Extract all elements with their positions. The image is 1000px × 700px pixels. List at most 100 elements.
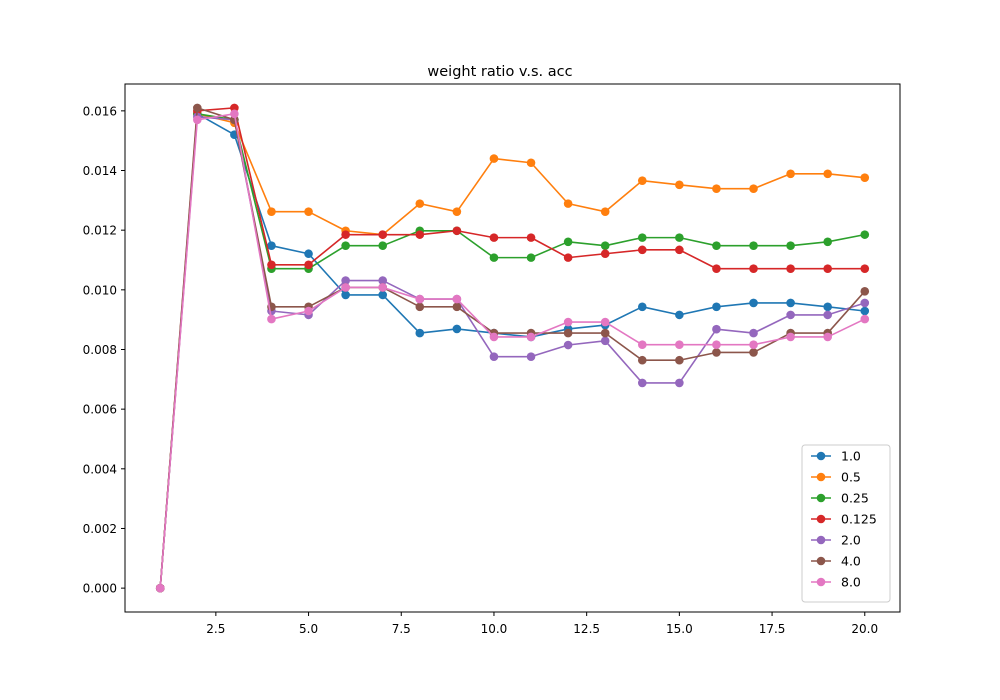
x-tick-label: 7.5 [392, 622, 411, 636]
data-point [193, 103, 202, 113]
legend-marker [816, 556, 826, 566]
data-point [415, 230, 425, 239]
data-point [675, 245, 684, 255]
data-point [415, 328, 425, 338]
series-0.125 [155, 103, 870, 593]
series-0.5 [155, 109, 870, 593]
data-point [489, 253, 499, 262]
series-1.0 [155, 109, 870, 593]
data-point [563, 199, 573, 208]
data-point [786, 264, 795, 273]
plot-frame [124, 83, 901, 613]
data-point [675, 310, 684, 320]
data-point [267, 260, 276, 270]
data-point [341, 290, 350, 300]
x-tick-label: 10.0 [481, 622, 508, 636]
data-point [267, 207, 276, 216]
data-point [860, 298, 870, 308]
data-point [155, 583, 165, 593]
data-point [712, 241, 721, 250]
data-point [304, 207, 313, 216]
data-point [712, 264, 721, 273]
data-point [526, 233, 536, 242]
data-point [304, 249, 313, 259]
data-point [749, 340, 758, 350]
data-point [563, 328, 573, 338]
data-point [675, 378, 684, 388]
data-point [823, 332, 832, 342]
data-point [712, 324, 721, 334]
data-point [860, 314, 870, 324]
data-point [823, 310, 832, 320]
data-point [786, 298, 795, 308]
legend-label: 1.0 [841, 449, 861, 464]
data-point [675, 180, 684, 190]
legend-marker [816, 472, 826, 482]
data-point [823, 237, 832, 247]
data-point [786, 169, 795, 179]
data-point [526, 158, 536, 168]
data-point [675, 233, 684, 242]
data-point [860, 306, 870, 316]
data-point [712, 302, 721, 312]
data-point [749, 298, 758, 308]
y-tick-label: 0.008 [83, 343, 117, 357]
legend-marker [816, 514, 826, 524]
data-point [378, 276, 388, 285]
data-point [749, 348, 758, 357]
y-tick-label: 0.016 [83, 104, 117, 118]
x-tick-label: 2.5 [206, 622, 225, 636]
legend-item: 2.0 [811, 533, 861, 548]
data-point [193, 115, 202, 125]
y-tick-label: 0.002 [83, 522, 117, 536]
data-point [749, 328, 758, 338]
y-tick-label: 0.000 [83, 582, 117, 596]
data-point [304, 306, 313, 316]
x-tick-label: 5.0 [299, 622, 318, 636]
series-line [159, 116, 866, 589]
data-point [526, 253, 536, 262]
chart-title: weight ratio v.s. acc [427, 64, 572, 80]
series-line [159, 113, 865, 589]
data-point [489, 154, 499, 163]
data-point [563, 237, 573, 247]
data-point [749, 264, 758, 273]
data-point [563, 340, 573, 350]
legend-marker [816, 493, 826, 503]
data-point [304, 260, 313, 270]
data-point [415, 199, 425, 208]
y-tick-label: 0.014 [83, 164, 117, 178]
data-point [860, 230, 870, 239]
x-tick-label: 15.0 [666, 622, 693, 636]
data-point [230, 109, 239, 119]
data-point [675, 355, 684, 365]
y-tick-label: 0.006 [83, 403, 117, 417]
legend-label: 0.5 [841, 470, 861, 485]
data-point [637, 378, 647, 388]
data-point [341, 276, 350, 285]
data-point [526, 332, 536, 342]
series-line [159, 113, 866, 589]
legend-label: 8.0 [841, 575, 861, 590]
data-point [415, 302, 425, 312]
data-point [637, 176, 647, 185]
data-point [452, 226, 462, 236]
data-point [712, 348, 721, 357]
series-line [159, 113, 865, 589]
y-tick-label: 0.004 [83, 462, 117, 476]
data-point [489, 233, 499, 242]
legend-marker [816, 535, 826, 545]
data-point [267, 241, 276, 250]
legend-label: 2.0 [841, 533, 861, 548]
data-point [786, 241, 795, 250]
data-point [341, 283, 350, 292]
y-tick-label: 0.012 [83, 224, 117, 238]
legend-item: 0.25 [811, 491, 869, 506]
series-layer [155, 103, 870, 593]
x-axis: 2.5 5.0 7.5 10.0 12.5 15.0 17.5 20.0 [206, 612, 878, 636]
data-point [600, 249, 610, 259]
data-point [786, 310, 795, 320]
data-point [712, 340, 721, 350]
data-point [452, 207, 462, 216]
